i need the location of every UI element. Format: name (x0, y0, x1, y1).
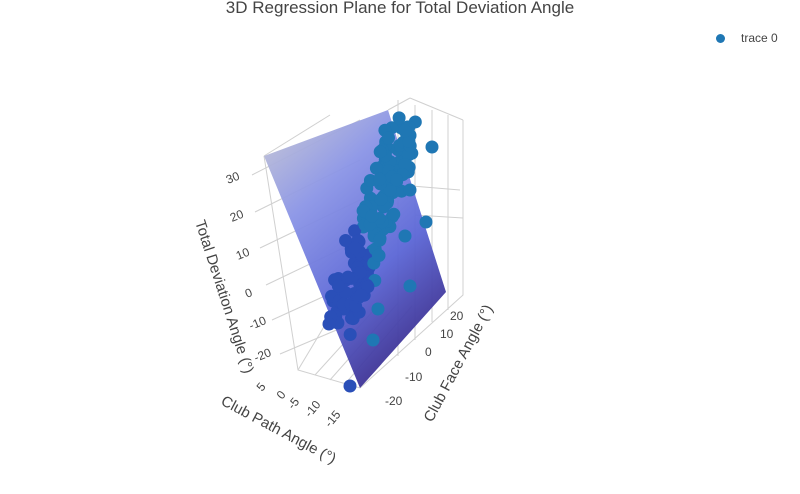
legend-label: trace 0 (741, 31, 778, 45)
data-point[interactable] (383, 183, 397, 197)
legend-marker-icon (716, 33, 725, 43)
z-tick-label: -10 (247, 313, 269, 333)
data-point[interactable] (392, 111, 406, 125)
y-tick-label: -20 (385, 394, 403, 408)
data-point[interactable] (366, 333, 380, 347)
legend[interactable]: trace 0 (716, 31, 778, 45)
x-tick-label: 5 (254, 380, 269, 394)
z-tick-label: 20 (228, 207, 246, 225)
data-point[interactable] (398, 124, 412, 138)
data-point[interactable] (371, 248, 385, 262)
y-tick-label: 20 (450, 309, 464, 323)
chart-title: 3D Regression Plane for Total Deviation … (225, 0, 575, 17)
y-tick-label: -10 (405, 370, 423, 384)
y-axis-ticks: -20 -10 0 10 20 (385, 309, 464, 408)
y-tick-label: 0 (425, 345, 432, 359)
data-point[interactable] (382, 131, 395, 145)
scatter-markers[interactable] (322, 111, 439, 393)
data-point[interactable] (398, 158, 412, 171)
data-point[interactable] (348, 224, 362, 238)
data-point[interactable] (387, 207, 401, 221)
data-point[interactable] (374, 192, 388, 206)
data-point[interactable] (331, 279, 345, 293)
x-tick-label: -10 (302, 397, 324, 420)
z-tick-label: 30 (224, 169, 242, 187)
x-axis-title: Club Path Angle (°) (218, 393, 339, 468)
data-point[interactable] (354, 288, 368, 302)
data-point[interactable] (398, 229, 412, 243)
data-point[interactable] (419, 215, 433, 229)
data-point[interactable] (373, 233, 387, 247)
data-point[interactable] (402, 134, 416, 148)
data-point[interactable] (343, 328, 357, 341)
data-point[interactable] (361, 280, 375, 294)
z-axis-ticks: 30 20 10 0 -10 -20 (224, 169, 274, 365)
data-point[interactable] (390, 173, 404, 187)
data-point[interactable] (348, 241, 362, 255)
z-tick-label: 0 (243, 285, 255, 301)
z-tick-label: 10 (234, 245, 252, 263)
data-point[interactable] (343, 379, 357, 393)
data-point[interactable] (365, 209, 379, 223)
data-point[interactable] (371, 302, 385, 316)
z-tick-label: -20 (252, 345, 274, 365)
y-tick-label: 10 (440, 327, 454, 341)
x-tick-label: -15 (322, 407, 344, 430)
data-point[interactable] (373, 145, 387, 159)
data-point[interactable] (369, 161, 383, 175)
data-point[interactable] (373, 172, 387, 186)
data-point[interactable] (425, 140, 439, 154)
data-point[interactable] (403, 279, 417, 293)
data-point[interactable] (339, 234, 353, 247)
data-point[interactable] (322, 317, 336, 331)
data-point[interactable] (403, 183, 417, 197)
